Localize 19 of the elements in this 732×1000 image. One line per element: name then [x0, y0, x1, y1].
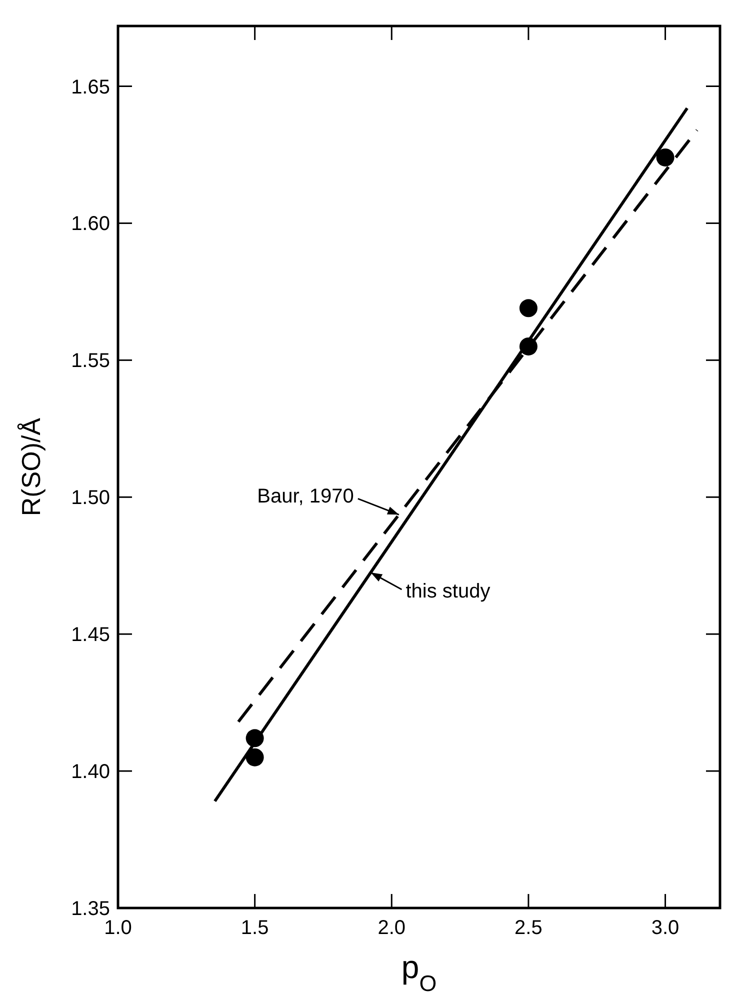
y-tick-label: 1.40: [71, 761, 110, 784]
y-tick-label: 1.65: [71, 76, 110, 98]
point: [519, 299, 538, 318]
y-axis-title: R(SO)/Å: [16, 417, 46, 516]
legend-label: this study: [406, 580, 490, 602]
point: [656, 148, 674, 166]
series-label: Baur, 1970: [257, 486, 354, 508]
x-tick-label: 3.0: [651, 917, 680, 939]
x-tick-label: 1.0: [104, 917, 132, 939]
x-tick-label: 2.5: [514, 917, 542, 939]
x-tick-label: 2.0: [378, 917, 406, 939]
y-tick-label: 1.45: [71, 624, 110, 646]
y-tick-label: 1.50: [71, 487, 110, 510]
y-tick-label: 1.55: [71, 350, 110, 372]
point: [246, 748, 264, 766]
x-tick-label: 1.5: [240, 917, 269, 939]
y-tick-label: 1.35: [71, 898, 110, 920]
x-axis-title: p$_{O}$: [401, 949, 437, 996]
y-tick-label: 1.60: [71, 213, 110, 236]
